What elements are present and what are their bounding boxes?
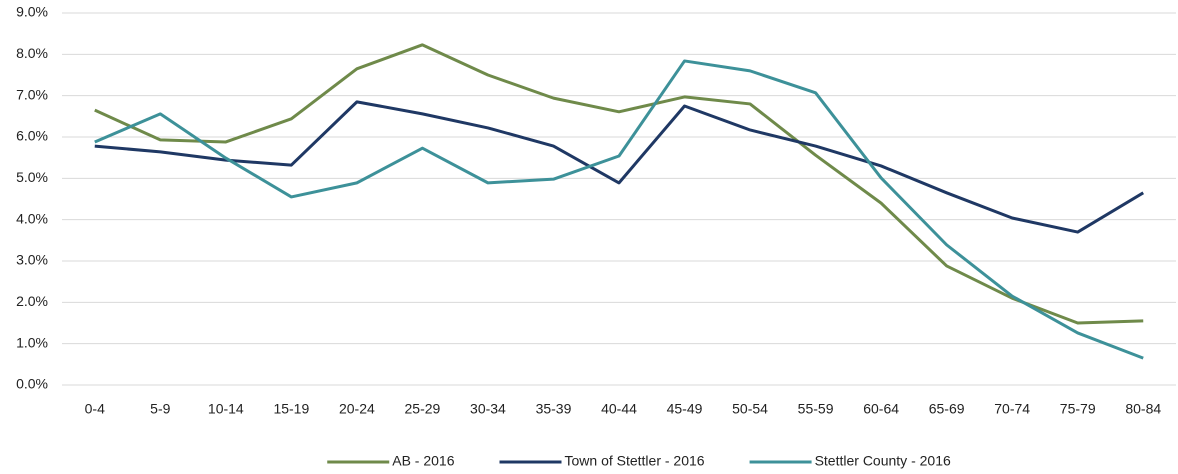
x-tick-label: 5-9 bbox=[150, 401, 170, 417]
legend-label: Town of Stettler - 2016 bbox=[565, 453, 705, 469]
x-tick-label: 40-44 bbox=[601, 401, 637, 417]
x-tick-label: 65-69 bbox=[929, 401, 965, 417]
y-tick-label: 1.0% bbox=[16, 334, 48, 350]
x-tick-label: 0-4 bbox=[85, 401, 105, 417]
x-tick-label: 15-19 bbox=[273, 401, 309, 417]
y-tick-label: 0.0% bbox=[16, 376, 48, 392]
x-tick-label: 20-24 bbox=[339, 401, 375, 417]
y-tick-label: 4.0% bbox=[16, 210, 48, 226]
x-tick-label: 35-39 bbox=[536, 401, 572, 417]
y-tick-label: 9.0% bbox=[16, 4, 48, 20]
y-tick-label: 6.0% bbox=[16, 128, 48, 144]
x-tick-label: 45-49 bbox=[667, 401, 703, 417]
x-tick-label: 55-59 bbox=[798, 401, 834, 417]
x-tick-label: 50-54 bbox=[732, 401, 768, 417]
series-line bbox=[94, 59, 1144, 360]
x-tick-label: 30-34 bbox=[470, 401, 506, 417]
y-tick-label: 8.0% bbox=[16, 45, 48, 61]
y-tick-label: 7.0% bbox=[16, 86, 48, 102]
legend-label: AB - 2016 bbox=[392, 453, 454, 469]
series-line bbox=[94, 43, 1144, 325]
x-tick-label: 75-79 bbox=[1060, 401, 1096, 417]
legend-label: Stettler County - 2016 bbox=[815, 453, 951, 469]
x-tick-label: 70-74 bbox=[994, 401, 1030, 417]
y-tick-label: 5.0% bbox=[16, 169, 48, 185]
x-tick-label: 10-14 bbox=[208, 401, 244, 417]
x-tick-label: 25-29 bbox=[405, 401, 441, 417]
x-tick-label: 60-64 bbox=[863, 401, 899, 417]
x-tick-label: 80-84 bbox=[1125, 401, 1161, 417]
y-tick-label: 2.0% bbox=[16, 293, 48, 309]
y-tick-label: 3.0% bbox=[16, 252, 48, 268]
series-line bbox=[94, 100, 1145, 234]
